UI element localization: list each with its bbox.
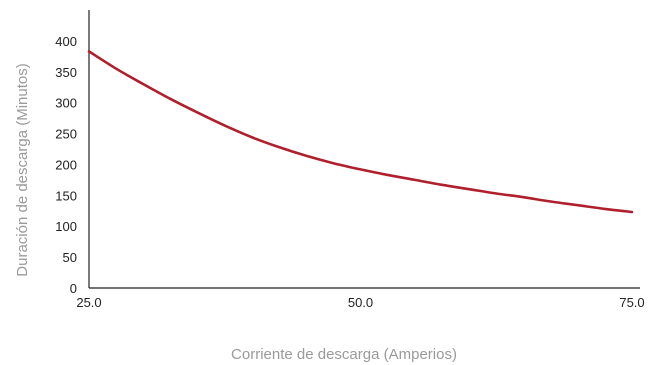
y-tick-label: 400	[55, 34, 77, 49]
x-tick-label: 75.0	[619, 295, 644, 310]
y-tick-label: 100	[55, 219, 77, 234]
y-tick-label: 0	[70, 281, 77, 296]
y-tick-label: 300	[55, 96, 77, 111]
y-axis-title: Duración de descarga (Minutos)	[14, 63, 31, 276]
x-axis-ticks: 25.0 50.0 75.0	[76, 295, 644, 310]
y-tick-label: 350	[55, 65, 77, 80]
series-layer	[87, 50, 634, 214]
y-tick-label: 250	[55, 127, 77, 142]
y-tick-label: 150	[55, 188, 77, 203]
y-tick-label: 200	[55, 157, 77, 172]
y-axis-ticks: 0 50 100 150 200 250 300 350 400	[55, 34, 77, 296]
x-tick-label: 50.0	[348, 295, 373, 310]
y-tick-label: 50	[63, 250, 77, 265]
series-line	[87, 50, 634, 214]
x-tick-label: 25.0	[76, 295, 101, 310]
x-axis-title: Corriente de descarga (Amperios)	[231, 346, 457, 363]
